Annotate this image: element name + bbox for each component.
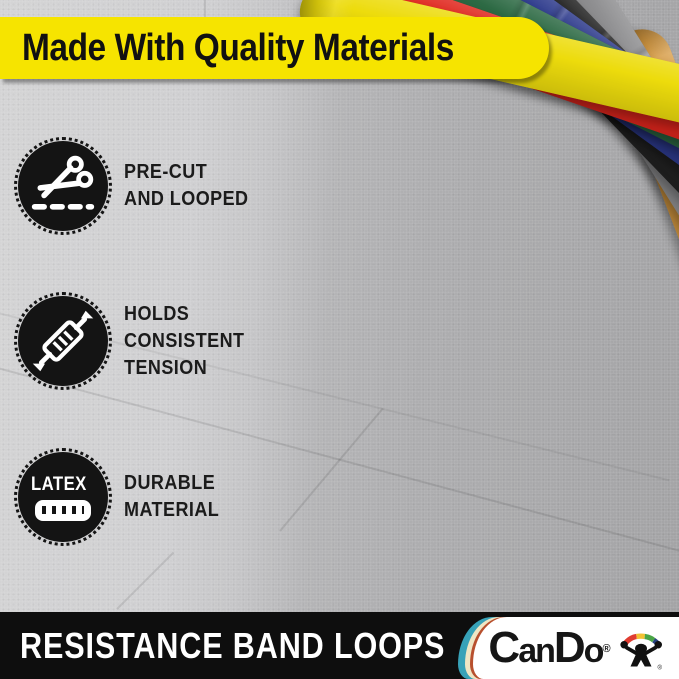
feature-text: PRE-CUT AND LOOPED [124,159,262,213]
feature-line: TENSION [124,356,208,379]
footer-bar: RESISTANCE BAND LOOPS CanDo® ® [0,612,679,679]
feature-tension: HOLDS CONSISTENT TENSION [14,292,258,390]
feature-badge [14,292,112,390]
latex-band-icon: LATEX [31,474,94,521]
feature-line: CONSISTENT [124,329,245,352]
tile-grout-line [204,0,206,18]
feature-badge: LATEX [14,448,112,546]
cando-wordmark: CanDo® [488,623,610,673]
brand-letter: D [553,623,586,672]
feature-text: HOLDS CONSISTENT TENSION [124,301,258,382]
brand-letter: o [583,632,605,670]
scissors-precut-icon [31,155,95,210]
feature-line: PRE-CUT [124,161,208,183]
feature-line: HOLDS [124,302,190,325]
feature-material: LATEX DURABLE MATERIAL [14,448,230,546]
feature-text: DURABLE MATERIAL [124,470,230,524]
registered-mark: ® [657,665,662,672]
brand-letter: an [518,632,556,670]
registered-mark: ® [602,642,611,655]
banner-text: Made With Quality Materials [22,26,454,69]
stretch-tension-icon [32,310,94,372]
brand-letter: C [488,623,520,672]
feature-line: MATERIAL [124,499,220,521]
feature-line: AND LOOPED [124,188,249,210]
feature-precut: PRE-CUT AND LOOPED [14,137,262,235]
cando-logo-panel: CanDo® ® [473,617,679,679]
feature-line: DURABLE [124,472,216,494]
product-title: RESISTANCE BAND LOOPS [20,624,446,666]
latex-label: LATEX [31,473,88,495]
feature-badge [14,137,112,235]
cando-mascot-icon: ® [619,633,662,672]
quality-banner: Made With Quality Materials [0,17,549,79]
